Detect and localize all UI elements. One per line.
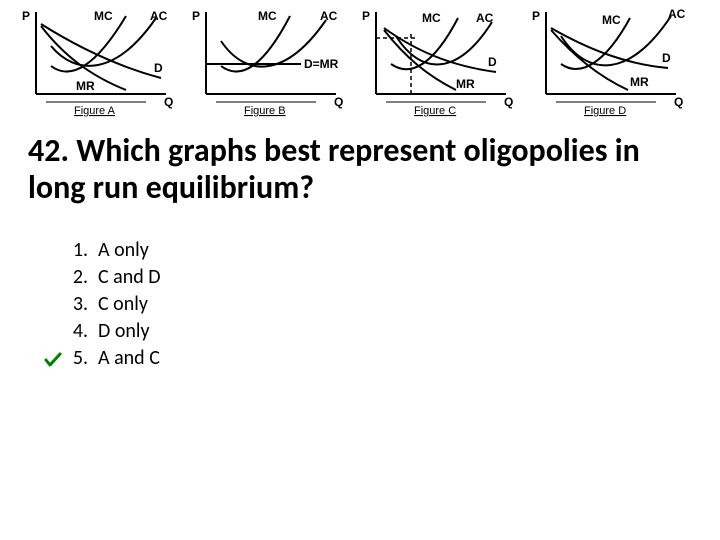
figure-b: P Q MC AC D=MR Figure B: [186, 6, 350, 123]
fig-b-ac-label: AC: [320, 9, 338, 23]
fig-d-mc-label: MC: [602, 13, 621, 27]
option-3-text: C only: [98, 291, 148, 318]
option-1-text: A only: [98, 237, 149, 264]
fig-c-mr-label: MR: [456, 77, 475, 91]
figure-d: P Q MC AC D MR Figure D: [526, 6, 690, 123]
fig-c-ylabel: P: [362, 9, 370, 23]
fig-a-d-label: D: [154, 61, 163, 75]
fig-c-d-label: D: [488, 55, 497, 69]
fig-a-mr-label: MR: [76, 79, 95, 93]
fig-b-ylabel: P: [192, 9, 200, 23]
fig-a-caption: Figure A: [74, 105, 116, 117]
option-5-text: A and C: [98, 345, 160, 372]
fig-a-ylabel: P: [22, 9, 30, 23]
option-5: 5. A and C: [40, 345, 700, 372]
fig-d-ylabel: P: [532, 9, 540, 23]
fig-b-dmr-label: D=MR: [304, 57, 339, 71]
fig-a-ac-label: AC: [150, 9, 168, 23]
option-4-text: D only: [98, 318, 150, 345]
fig-d-d-label: D: [662, 51, 671, 65]
option-5-mark: [40, 348, 62, 364]
fig-b-xlabel: Q: [334, 95, 343, 109]
option-4: 4. D only: [40, 318, 700, 345]
fig-d-ac-label: AC: [668, 7, 686, 21]
fig-b-caption: Figure B: [244, 105, 286, 117]
option-5-num: 5.: [62, 345, 98, 372]
option-3: 3. C only: [40, 291, 700, 318]
option-3-num: 3.: [62, 291, 98, 318]
fig-c-ac-label: AC: [476, 11, 494, 25]
option-2-num: 2.: [62, 264, 98, 291]
figures-row: P Q MC AC D MR Figure A: [16, 6, 700, 123]
figure-a: P Q MC AC D MR Figure A: [16, 6, 180, 123]
fig-c-mc-label: MC: [422, 11, 441, 25]
option-1-num: 1.: [62, 237, 98, 264]
figure-a-svg: P Q MC AC D MR Figure A: [16, 6, 180, 118]
fig-c-xlabel: Q: [504, 95, 513, 109]
fig-c-caption: Figure C: [414, 105, 456, 117]
fig-d-mr-label: MR: [630, 75, 649, 89]
slide: P Q MC AC D MR Figure A: [0, 0, 720, 540]
fig-a-xlabel: Q: [164, 95, 173, 109]
figure-b-svg: P Q MC AC D=MR Figure B: [186, 6, 350, 118]
option-4-num: 4.: [62, 318, 98, 345]
fig-d-xlabel: Q: [674, 95, 683, 109]
fig-a-mc-label: MC: [94, 9, 113, 23]
option-2: 2. C and D: [40, 264, 700, 291]
fig-d-caption: Figure D: [584, 105, 626, 117]
figure-c: P Q MC AC D MR Figure C: [356, 6, 520, 123]
option-1: 1. A only: [40, 237, 700, 264]
question-text: 42. Which graphs best represent oligopol…: [28, 133, 680, 207]
fig-b-mc-label: MC: [258, 9, 277, 23]
figure-c-svg: P Q MC AC D MR Figure C: [356, 6, 520, 118]
options-list: 1. A only 2. C and D 3. C only 4. D only…: [40, 237, 700, 372]
figure-d-svg: P Q MC AC D MR Figure D: [526, 6, 690, 118]
option-2-text: C and D: [98, 264, 161, 291]
